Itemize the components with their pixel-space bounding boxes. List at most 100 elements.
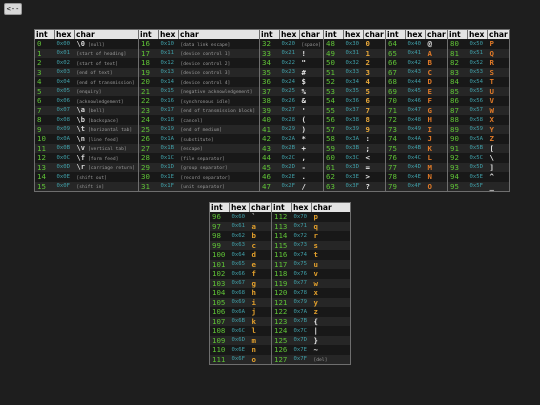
int-cell: 122 <box>274 307 288 317</box>
char-cell: \b [backspace] <box>75 115 139 125</box>
table-row: 10 0x0A \n [line feed] <box>35 134 139 144</box>
char-cell: [shift out] <box>75 172 139 182</box>
table-row: 66 0x42 B <box>386 58 448 68</box>
table-row: 47 0x2F / <box>259 181 324 192</box>
hex-cell: 0x3D <box>343 162 364 172</box>
hex-cell: 0x79 <box>291 297 312 307</box>
table-row: 112 0x70 p <box>272 212 351 222</box>
table-row: 57 0x39 9 <box>323 124 386 134</box>
int-cell: 98 <box>212 231 221 241</box>
int-cell: 68 <box>388 77 397 87</box>
char-glyph: & <box>301 96 306 106</box>
char-glyph: q <box>313 221 318 231</box>
table-row: 17 0x11 [device control 1] <box>138 48 260 58</box>
char-cell: 9 <box>363 124 386 134</box>
table-row: 38 0x26 & <box>260 96 324 106</box>
hex-cell: 0x45 <box>405 86 426 96</box>
char-glyph: z <box>313 307 318 317</box>
char-glyph: s <box>313 240 318 250</box>
table-row: 88 0x58 X <box>448 115 510 125</box>
table-row: 4 0x04 [end of transmission] <box>35 77 139 87</box>
control-description: [end of text] <box>76 71 113 77</box>
table-row: 15 0x0F [shift in] <box>34 181 139 192</box>
char-glyph: Q <box>489 48 494 58</box>
int-cell: 58 <box>326 134 335 144</box>
char-glyph: A <box>427 48 432 58</box>
table-row: 6 0x06 [acknowledgement] <box>35 96 139 106</box>
table-row: 102 0x66 f <box>210 269 272 279</box>
table-row: 43 0x2B + <box>259 143 324 153</box>
char-cell: ( <box>300 115 324 125</box>
char-cell: 1 <box>363 48 386 58</box>
char-cell: ~ <box>312 345 351 355</box>
char-glyph: i <box>251 297 256 307</box>
hex-cell: 0x1E <box>160 173 174 180</box>
table-row: 104 0x68 h <box>210 288 272 298</box>
control-description: [device control 3] <box>180 71 231 77</box>
int-cell: 80 <box>450 39 459 49</box>
hex-cell: 0x12 <box>160 59 174 66</box>
table-row: 113 0x71 q <box>271 221 351 231</box>
column-header-int: int <box>323 29 344 39</box>
char-cell: ! <box>299 48 324 58</box>
char-glyph: } <box>313 335 318 345</box>
hex-cell: 0x30 <box>345 40 359 47</box>
control-description: [group separator] <box>180 166 228 172</box>
char-glyph: _ <box>489 181 494 191</box>
char-glyph: K <box>427 143 432 153</box>
char-cell: l <box>250 326 272 336</box>
char-cell: \n [line feed] <box>75 134 139 144</box>
table-row: 25 0x19 [end of medium] <box>138 124 260 134</box>
char-cell: 7 <box>363 105 386 115</box>
char-cell: # <box>299 67 324 77</box>
hex-cell: 0x22 <box>281 59 295 66</box>
int-cell: 118 <box>274 269 288 279</box>
hex-cell: 0x6B <box>229 316 250 326</box>
hex-cell: 0x77 <box>291 278 312 288</box>
control-description: [substitute] <box>180 137 214 143</box>
hex-cell: 0x57 <box>467 105 488 115</box>
char-cell: * <box>300 134 324 144</box>
char-glyph: a <box>251 221 256 231</box>
table-row: 9 0x09 \t [horizontal tab] <box>34 124 139 134</box>
int-cell: 27 <box>138 143 159 153</box>
int-cell: 70 <box>388 96 397 106</box>
int-cell: 127 <box>271 354 292 365</box>
hex-cell: 0x70 <box>293 213 307 220</box>
hex-cell: 0x23 <box>279 67 300 77</box>
char-cell: [substitute] <box>179 134 260 144</box>
table-row: 70 0x46 F <box>386 96 448 106</box>
char-cell: " <box>300 58 324 68</box>
hex-cell: 0x65 <box>229 259 250 269</box>
table-row: 11 0x0B \v [vertical tab] <box>34 143 139 153</box>
int-cell: 113 <box>271 221 292 231</box>
char-cell: p <box>312 212 351 222</box>
control-description: [end of transmission block] <box>180 109 256 115</box>
back-button[interactable]: <-- <box>4 3 22 15</box>
hex-cell: 0x38 <box>345 116 359 123</box>
char-cell: & <box>300 96 324 106</box>
table-row: 5 0x05 [enquiry] <box>34 86 139 96</box>
column-header-char: char <box>487 29 510 39</box>
table-row: 101 0x65 e <box>209 259 272 269</box>
hex-cell: 0x1F <box>158 181 179 192</box>
char-glyph: b <box>251 231 256 241</box>
table-row: 49 0x31 1 <box>323 48 386 58</box>
char-cell: [del] <box>311 354 351 365</box>
hex-cell: 0x00 <box>56 40 70 47</box>
char-glyph: 2 <box>365 58 370 68</box>
hex-cell: 0x4F <box>405 181 426 192</box>
char-glyph: N <box>427 172 432 182</box>
char-cell: D <box>426 77 448 87</box>
char-cell: v <box>312 269 351 279</box>
int-cell: 6 <box>37 96 42 106</box>
hex-cell: 0x63 <box>229 240 250 250</box>
int-cell: 26 <box>141 134 150 144</box>
table-row: 22 0x16 [synchronous idle] <box>139 96 260 106</box>
int-cell: 13 <box>34 162 55 172</box>
int-cell: 89 <box>447 124 468 134</box>
int-cell: 40 <box>262 115 271 125</box>
table-row: 78 0x4E N <box>386 172 448 182</box>
table-row: 81 0x51 Q <box>447 48 510 58</box>
char-cell: [device control 4] <box>179 77 260 87</box>
